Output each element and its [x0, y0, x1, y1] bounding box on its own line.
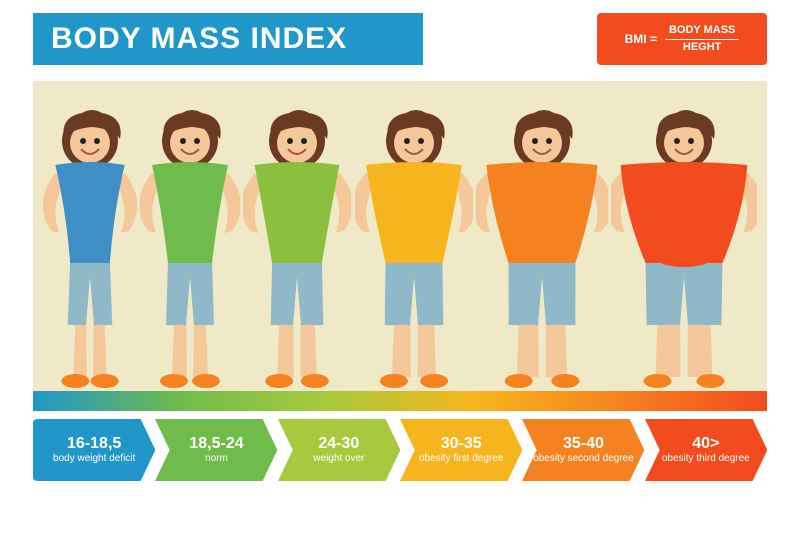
category-range: 24-30: [318, 435, 359, 453]
title-text: BODY MASS INDEX: [51, 22, 347, 56]
body-figure: [355, 101, 473, 391]
category-range: 18,5-24: [189, 435, 243, 453]
gradient-bar: [33, 391, 767, 411]
category-label: obesity third degree: [656, 453, 756, 465]
category-arrow: 35-40 obesity second degree: [522, 419, 644, 481]
body-figure: [140, 101, 240, 391]
category-label: obesity first degree: [413, 453, 510, 465]
category-range: 16-18,5: [67, 435, 121, 453]
category-arrow: 30-35 obesity first degree: [400, 419, 522, 481]
formula-box: BMI = BODY MASS HEGHT: [597, 13, 767, 65]
formula-lhs: BMI =: [625, 32, 657, 46]
title-box: BODY MASS INDEX: [33, 13, 423, 65]
category-range: 35-40: [563, 435, 604, 453]
category-label: norm: [199, 453, 234, 465]
category-label: weight over: [307, 453, 370, 465]
category-arrow: 40> obesity third degree: [645, 419, 767, 481]
body-figure: [611, 101, 757, 391]
category-arrow: 16-18,5 body weight deficit: [33, 419, 155, 481]
category-range: 30-35: [441, 435, 482, 453]
formula-denominator: HEGHT: [683, 40, 722, 54]
category-arrow: 18,5-24 norm: [155, 419, 277, 481]
body-figure: [476, 101, 608, 391]
formula-fraction: BODY MASS HEGHT: [665, 24, 739, 53]
header-row: BODY MASS INDEX BMI = BODY MASS HEGHT: [33, 13, 767, 73]
category-arrows: 16-18,5 body weight deficit 18,5-24 norm…: [33, 419, 767, 481]
figure-stage: [33, 81, 767, 391]
category-arrow: 24-30 weight over: [278, 419, 400, 481]
category-range: 40>: [692, 435, 719, 453]
formula-numerator: BODY MASS: [665, 24, 739, 39]
category-label: body weight deficit: [47, 453, 141, 465]
infographic-canvas: BODY MASS INDEX BMI = BODY MASS HEGHT 16…: [33, 13, 767, 520]
body-figure: [243, 101, 351, 391]
category-label: obesity second degree: [527, 453, 640, 465]
body-figure: [43, 101, 137, 391]
